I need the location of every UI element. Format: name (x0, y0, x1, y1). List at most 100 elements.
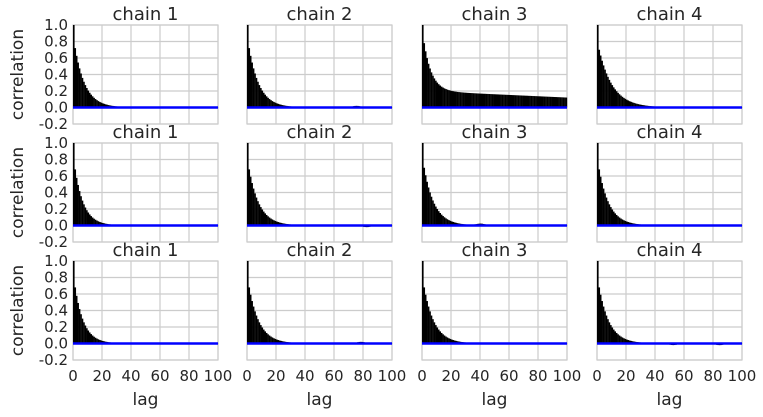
acf-bar (624, 98, 627, 108)
acf-bar (261, 209, 264, 226)
acf-bar (260, 88, 262, 108)
acf-bar (607, 319, 609, 344)
x-tick-label: 80 (179, 367, 198, 385)
acf-bar (640, 104, 643, 108)
acf-bar (551, 96, 553, 108)
acf-bar (624, 220, 627, 226)
acf-bar (249, 176, 252, 226)
acf-bar (539, 96, 542, 108)
x-tick-label: 60 (674, 367, 693, 385)
acf-bar (260, 207, 262, 226)
acf-bar (91, 96, 94, 108)
acf-bar (99, 101, 101, 108)
x-tick-label: 60 (150, 367, 169, 385)
acf-bar (633, 102, 635, 108)
acf-bar (456, 91, 459, 108)
acf-bar (621, 96, 624, 108)
acf-bar (432, 319, 434, 344)
acf-bar (249, 55, 252, 108)
acf-bar (602, 65, 605, 108)
acf-bar (423, 43, 426, 108)
acf-bar (271, 219, 274, 226)
acf-bar (466, 92, 469, 108)
acf-bar (618, 335, 621, 344)
x-tick-label: 100 (553, 367, 582, 385)
acf-bar (88, 92, 91, 108)
acf-bar (268, 99, 271, 108)
acf-bar (429, 311, 431, 344)
acf-bar (459, 92, 462, 108)
acf-bar (627, 222, 630, 226)
acf-bar (251, 183, 253, 226)
acf-bar (436, 82, 439, 108)
acf-bar (426, 301, 428, 344)
acf-bar (627, 340, 630, 344)
y-tick-label: 0.4 (44, 302, 68, 320)
acf-bar (257, 201, 259, 226)
acf-bar (426, 58, 428, 108)
acf-bar (252, 188, 255, 226)
acf-bar (81, 200, 84, 226)
acf-bar (484, 93, 486, 108)
acf-bar (451, 339, 453, 344)
acf-bar (451, 221, 453, 226)
acf-bar (536, 96, 539, 108)
acf-bar (620, 95, 622, 108)
panel-title: chain 4 (637, 4, 703, 25)
acf-bar (540, 96, 543, 108)
x-tick-label: 100 (728, 367, 757, 385)
acf-bar (278, 340, 281, 344)
acf-bar (561, 97, 563, 108)
acf-bar (262, 92, 265, 108)
acf-bar (248, 287, 251, 344)
acf-bar (73, 261, 75, 344)
y-tick-label: 0.2 (44, 318, 68, 336)
acf-bar (90, 334, 92, 344)
acf-bar (453, 340, 456, 344)
acf-bar (73, 143, 75, 226)
acf-bar (451, 90, 453, 108)
acf-bar (452, 91, 455, 108)
acf-bar (97, 101, 100, 108)
acf-bar (462, 92, 465, 108)
acf-bar (477, 93, 479, 108)
acf-bar (255, 197, 258, 226)
acf-bar (555, 97, 557, 108)
acf-bar (422, 143, 424, 226)
acf-bar (102, 103, 104, 108)
acf-bar (449, 90, 452, 108)
y-axis-label: correlation (8, 29, 28, 120)
acf-bar (448, 220, 450, 226)
acf-bar (452, 340, 455, 344)
acf-bar (261, 327, 264, 344)
acf-bar (270, 218, 272, 226)
acf-bar (270, 100, 272, 108)
acf-bar (262, 211, 265, 226)
panel-r1-c1: chain 1 -0.20.00.20.40.60.81.0 correlation (8, 4, 219, 133)
acf-bar (422, 261, 424, 344)
acf-bar (81, 318, 84, 344)
acf-bar (75, 55, 78, 108)
acf-bar (258, 85, 261, 108)
acf-bar (429, 192, 431, 226)
acf-bar (506, 94, 508, 108)
acf-bar (530, 95, 533, 108)
acf-bar (94, 219, 97, 226)
acf-bar (602, 188, 605, 226)
acf-bar (631, 102, 634, 108)
acf-bar (273, 338, 275, 344)
x-axis-label: lag (307, 390, 333, 410)
acf-bar (545, 96, 547, 108)
acf-bar (615, 332, 618, 344)
acf-bar (264, 213, 266, 226)
acf-bar (77, 184, 79, 226)
acf-bar (443, 217, 446, 226)
acf-bar (500, 94, 502, 108)
acf-bar (91, 335, 94, 344)
acf-bar (513, 95, 515, 108)
acf-bar (280, 104, 282, 108)
acf-bar (620, 218, 622, 226)
panel-title: chain 3 (462, 240, 528, 261)
x-tick-label: 80 (353, 367, 372, 385)
acf-bar (439, 331, 441, 344)
